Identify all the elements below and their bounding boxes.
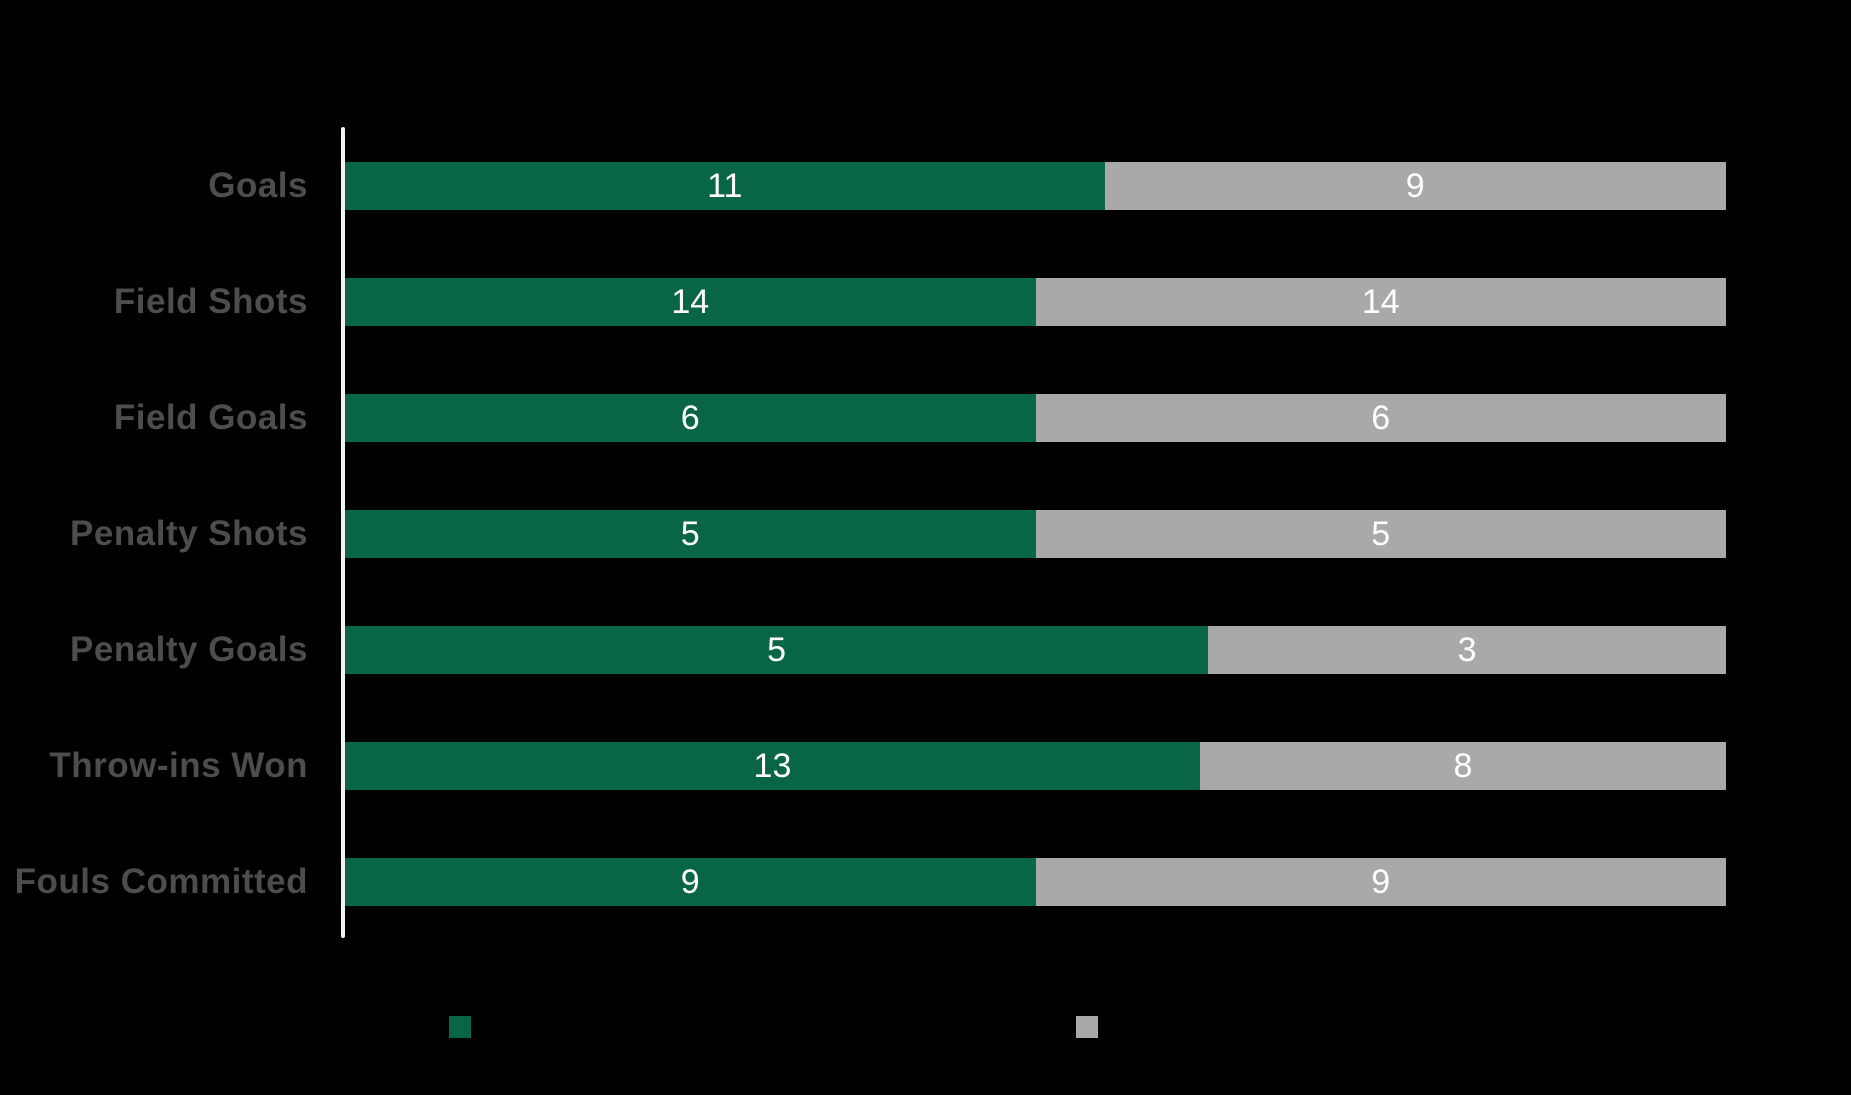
value-label: 6	[680, 398, 700, 437]
stacked-bar-throw-ins-won: 13 8	[345, 742, 1726, 790]
stacked-bar-field-shots: 14 14	[345, 278, 1726, 326]
value-label: 5	[767, 630, 787, 669]
value-label: 8	[1453, 746, 1473, 785]
bar-segment-series1-penalty-shots: 5	[345, 510, 1036, 558]
bar-segment-series1-field-shots: 14	[345, 278, 1036, 326]
stacked-bar-goals: 11 9	[345, 162, 1726, 210]
value-label: 11	[707, 166, 743, 205]
category-label-penalty-goals: Penalty Goals	[70, 630, 308, 669]
value-label: 13	[753, 746, 792, 785]
value-label: 5	[680, 514, 700, 553]
value-label: 9	[1405, 166, 1425, 205]
category-label-field-goals: Field Goals	[113, 398, 308, 437]
value-label: 6	[1371, 398, 1391, 437]
bar-segment-series2-field-goals: 6	[1035, 394, 1726, 442]
value-label: 14	[1361, 282, 1400, 321]
y-axis-line	[341, 127, 345, 938]
bar-segment-series1-field-goals: 6	[345, 394, 1036, 442]
category-label-goals: Goals	[208, 166, 308, 205]
category-label-penalty-shots: Penalty Shots	[70, 514, 308, 553]
bar-segment-series1-fouls-committed: 9	[345, 858, 1036, 906]
bar-segment-series2-penalty-goals: 3	[1208, 626, 1726, 674]
value-label: 3	[1457, 630, 1477, 669]
bar-segment-series1-goals: 11	[345, 162, 1105, 210]
bar-segment-series1-throw-ins-won: 13	[345, 742, 1200, 790]
value-label: 9	[1371, 862, 1391, 901]
category-label-field-shots: Field Shots	[113, 282, 308, 321]
value-label: 9	[680, 862, 700, 901]
category-label-fouls-committed: Fouls Committed	[14, 862, 308, 901]
bar-segment-series2-fouls-committed: 9	[1035, 858, 1726, 906]
bar-segment-series1-penalty-goals: 5	[345, 626, 1209, 674]
bar-segment-series2-field-shots: 14	[1035, 278, 1726, 326]
bar-segment-series2-goals: 9	[1104, 162, 1726, 210]
bar-segment-series2-throw-ins-won: 8	[1199, 742, 1726, 790]
category-label-throw-ins-won: Throw-ins Won	[49, 746, 308, 785]
legend-swatch-series1	[449, 1016, 471, 1038]
legend-swatch-series2	[1076, 1016, 1098, 1038]
value-label: 5	[1371, 514, 1391, 553]
value-label: 14	[671, 282, 710, 321]
bar-segment-series2-penalty-shots: 5	[1035, 510, 1726, 558]
